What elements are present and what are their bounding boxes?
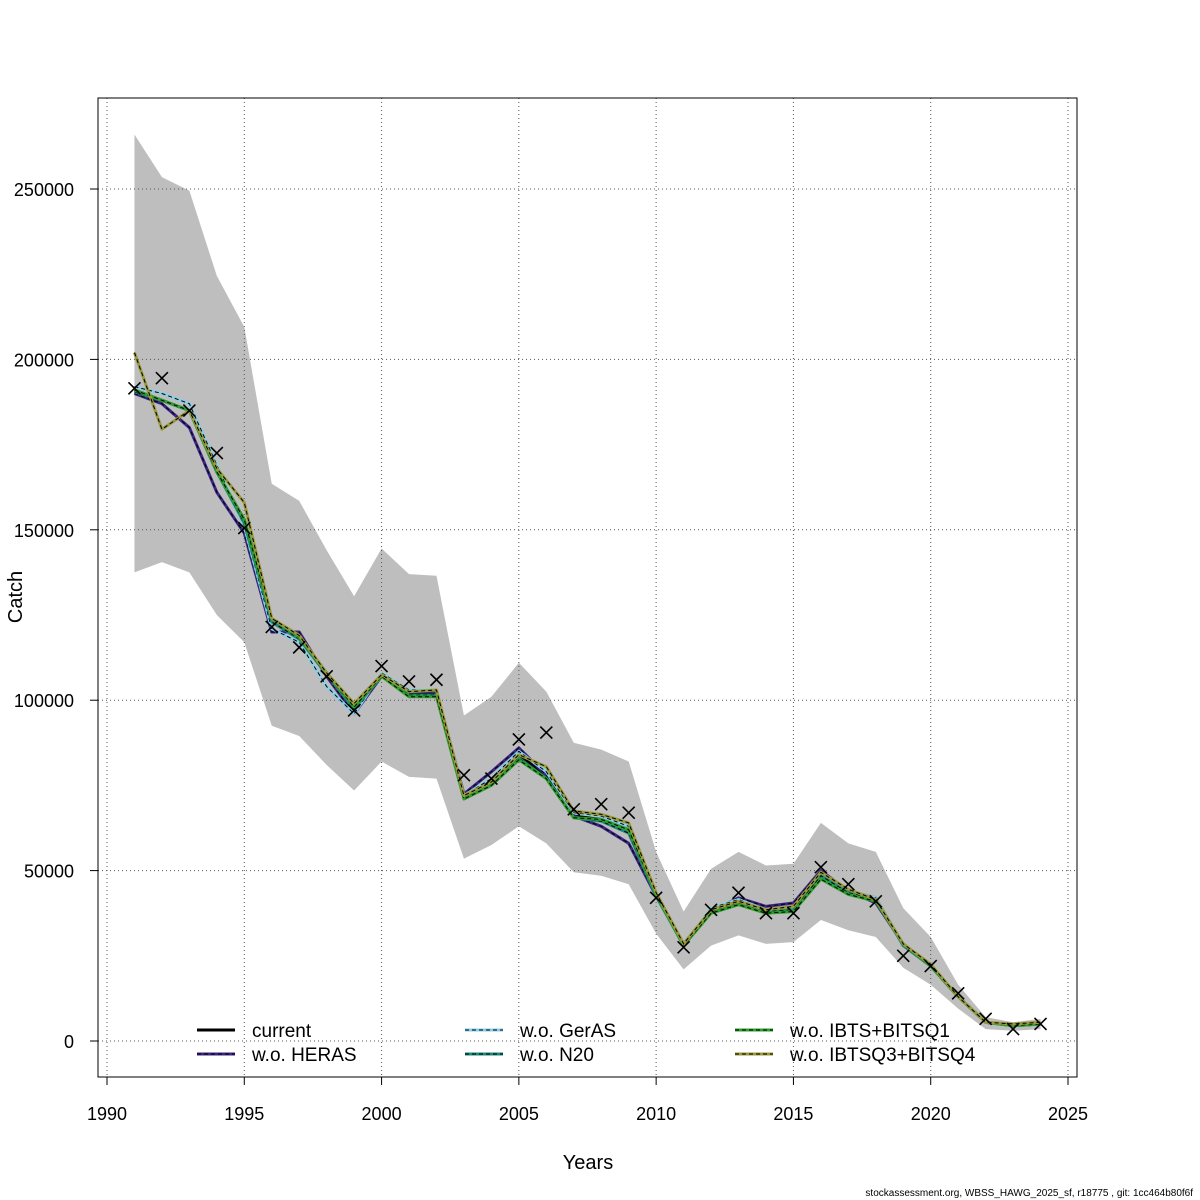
- y-axis-title: Catch: [5, 571, 27, 623]
- x-tick-label: 2000: [362, 1104, 402, 1124]
- observed-point: [127, 381, 142, 395]
- observed-point: [677, 940, 691, 954]
- observed-point: [786, 906, 800, 920]
- x-tick-label: 2005: [499, 1104, 539, 1124]
- y-tick-label: 0: [64, 1032, 74, 1052]
- legend-item: w.o. N20: [465, 1045, 594, 1066]
- observed-point: [841, 877, 855, 891]
- observed-point: [594, 797, 608, 811]
- legend-label: w.o. N20: [519, 1045, 594, 1066]
- legend-item: w.o. GerAS: [465, 1021, 616, 1042]
- legend-item: w.o. HERAS: [197, 1045, 357, 1066]
- observed-point: [237, 521, 251, 535]
- observed-point: [979, 1012, 993, 1026]
- legend-label: w.o. GerAS: [519, 1021, 616, 1042]
- y-tick-label: 250000: [14, 180, 74, 200]
- legend-item: w.o. IBTSQ3+BITSQ4: [735, 1045, 976, 1066]
- observed-point: [512, 732, 526, 746]
- observed-point: [182, 403, 196, 418]
- observed-point: [429, 673, 444, 687]
- observed-point: [1033, 1017, 1048, 1031]
- y-axis: 0 50000 100000 150000 200000 250000: [14, 180, 99, 1052]
- observed-point: [155, 371, 169, 385]
- x-tick-label: 1995: [224, 1104, 264, 1124]
- observed-point: [567, 802, 581, 816]
- x-tick-label: 2015: [773, 1104, 813, 1124]
- observed-points-layer: [127, 371, 1048, 1036]
- observed-point: [347, 703, 361, 717]
- legend-label: w.o. IBTSQ3+BITSQ4: [789, 1045, 976, 1066]
- observed-point: [759, 906, 773, 920]
- observed-point: [896, 949, 910, 963]
- confidence-band-layer: [134, 134, 1041, 1031]
- legend: current w.o. HERAS w.o. GerAS w.o. N20 w.o. …: [197, 1021, 976, 1066]
- observed-point: [539, 726, 553, 740]
- observed-point: [210, 446, 224, 460]
- series-line-dash: [133, 352, 1041, 1025]
- x-tick-label: 2010: [636, 1104, 676, 1124]
- y-tick-label: 150000: [14, 521, 74, 541]
- x-axis: 1990 1995 2000 2005 2010 2015 2020 2025: [87, 1076, 1088, 1124]
- observed-point: [731, 886, 746, 900]
- y-tick-label: 100000: [14, 691, 74, 711]
- legend-item: w.o. IBTS+BITSQ1: [735, 1021, 950, 1042]
- observed-point: [484, 772, 498, 786]
- observed-point: [402, 674, 416, 689]
- x-tick-label: 2025: [1048, 1104, 1088, 1124]
- observed-point: [320, 669, 334, 683]
- observed-point: [704, 903, 718, 917]
- observed-point: [457, 768, 471, 782]
- legend-label: w.o. IBTS+BITSQ1: [789, 1021, 950, 1042]
- x-tick-label: 1990: [87, 1104, 127, 1124]
- series-line-dash: [134, 389, 1041, 1027]
- legend-item: current: [197, 1021, 312, 1042]
- y-tick-label: 200000: [14, 350, 74, 370]
- observed-point: [1006, 1022, 1020, 1036]
- series-layer: [133, 352, 1041, 1028]
- series-5: [133, 352, 1041, 1026]
- observed-point: [375, 659, 389, 673]
- observed-point: [924, 959, 938, 973]
- observed-point: [649, 891, 663, 905]
- footer-text: stockassessment.org, WBSS_HAWG_2025_sf, …: [865, 1188, 1193, 1199]
- legend-label: w.o. HERAS: [251, 1045, 357, 1066]
- x-tick-label: 2020: [911, 1104, 951, 1124]
- x-axis-title: Years: [563, 1152, 613, 1174]
- confidence-band: [134, 134, 1041, 1031]
- legend-label: current: [252, 1021, 312, 1042]
- y-tick-label: 50000: [24, 862, 74, 882]
- observed-point: [951, 986, 965, 1000]
- observed-point: [622, 806, 636, 820]
- observed-point: [869, 894, 883, 908]
- observed-point: [265, 620, 279, 634]
- observed-point: [292, 640, 306, 654]
- observed-point: [814, 860, 828, 874]
